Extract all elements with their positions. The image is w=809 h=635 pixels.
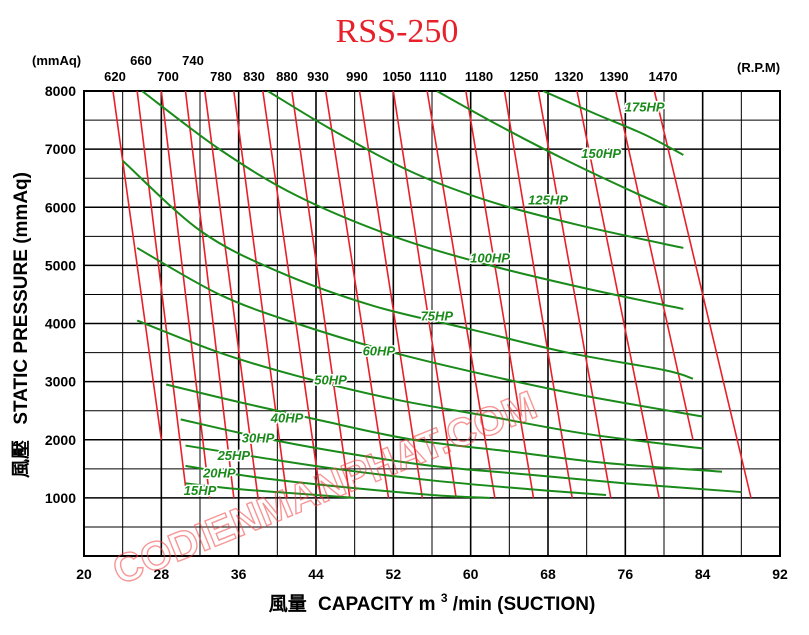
top-unit-left: (mmAq): [32, 53, 81, 68]
hp-label-150HP: 150HP: [581, 146, 621, 161]
hp-curve-150HP: [436, 91, 670, 209]
horsepower-labels: 175HP 150HP 125HP 100HP 75HP 60HP 50HP 40HP 30HP…: [182, 98, 666, 500]
x-tick-label: 28: [154, 566, 170, 582]
x-axis-label-cjk: 風量: [269, 593, 307, 615]
x-tick-label: 84: [695, 566, 711, 582]
x-tick-label: 20: [76, 566, 92, 582]
rpm-top-label: 830: [243, 69, 265, 84]
y-axis-label-cjk: 風壓: [10, 440, 32, 478]
hp-curve-50HP: [136, 319, 703, 450]
rpm-top-label: 620: [104, 69, 126, 84]
rpm-line-unlabeled: [614, 91, 694, 440]
svg-text:風量 CAPACITY m 3: 風量 CAPACITY m 3 /min (SUCTION): [269, 586, 596, 615]
rpm-line-700: [160, 91, 211, 498]
rpm-line-620: [112, 91, 163, 440]
rpm-top-label: 1390: [600, 69, 629, 84]
rpm-top-label: 780: [210, 69, 232, 84]
chart-title: RSS-250: [336, 13, 459, 50]
rpm-line-990: [324, 91, 390, 498]
x-tick-label: 44: [308, 566, 324, 582]
hp-curve-60HP: [136, 247, 703, 418]
x-axis-label: 風量 CAPACITY m 3 /min (SUCTION): [269, 586, 596, 615]
rpm-top-labels: 660 740 620 700 780 830 880 930 990 1050 1110 1180 1…: [104, 53, 677, 84]
x-tick-label: 36: [231, 566, 247, 582]
y-tick-label: 4000: [45, 316, 76, 332]
rpm-line-1250: [465, 91, 535, 499]
plot-border: [83, 90, 781, 557]
watermark: CODIENMANPHAT.COM: [107, 383, 543, 593]
hp-label-60HP: 60HP: [363, 343, 396, 358]
hp-label-175HP: 175HP: [625, 99, 665, 114]
hp-curve-30HP: [180, 418, 742, 494]
rpm-top-label: 880: [276, 69, 298, 84]
x-tick-label: 68: [540, 566, 556, 582]
hp-curve-175HP: [542, 91, 684, 156]
rpm-top-label: 1110: [419, 69, 447, 84]
rpm-top-label: 1180: [465, 69, 493, 84]
hp-label-75HP: 75HP: [421, 309, 454, 324]
plot-grid: [83, 90, 781, 557]
top-unit-right: (R.P.M): [737, 60, 780, 75]
y-tick-label: 8000: [45, 83, 76, 99]
x-tick-label: 52: [386, 566, 402, 582]
rpm-line-660: [136, 91, 187, 487]
hp-curve-75HP: [121, 160, 694, 380]
rpm-top-label: 990: [346, 69, 368, 84]
hp-label-100HP: 100HP: [470, 250, 510, 265]
y-tick-label: 3000: [45, 374, 76, 390]
y-tick-label: 7000: [45, 141, 76, 157]
rpm-line-880: [262, 91, 322, 498]
hp-curve-20HP: [185, 464, 491, 499]
rpm-line-1110: [392, 91, 457, 498]
rpm-top-label: 1250: [510, 69, 539, 84]
rpm-line-unlabeled: [653, 91, 752, 499]
hp-curve-25HP: [185, 444, 607, 496]
x-tick-label: 76: [618, 566, 634, 582]
rpm-top-label: 740: [182, 53, 204, 68]
rpm-line-830: [233, 91, 288, 498]
x-tick-labels: 20 28 36 44 52 60 68 76 84 92: [76, 566, 788, 582]
hp-label-25HP: 25HP: [217, 448, 251, 463]
rpm-top-label: 700: [157, 69, 179, 84]
hp-label-125HP: 125HP: [528, 192, 568, 207]
hp-label-20HP: 20HP: [202, 466, 236, 481]
y-axis-label-main: STATIC PRESSURE (mmAq): [11, 172, 32, 425]
rpm-line-1180: [426, 91, 496, 499]
hp-label-50HP: 50HP: [314, 373, 347, 388]
hp-curve-125HP: [267, 91, 684, 249]
x-axis-label-tail: /min (SUCTION): [453, 594, 596, 615]
hp-curve-15HP: [185, 482, 355, 499]
y-tick-label: 1000: [45, 490, 76, 506]
y-tick-labels: 1000 2000 3000 4000 5000 6000 7000 8000: [45, 83, 76, 506]
hp-label-40HP: 40HP: [270, 410, 304, 425]
hp-label-30HP: 30HP: [242, 431, 275, 446]
rpm-line-930: [291, 91, 351, 498]
x-tick-label: 92: [772, 566, 788, 582]
rpm-top-label: 930: [307, 69, 329, 84]
hp-curve-100HP: [141, 91, 684, 310]
y-axis-label: 風壓 STATIC PRESSURE (mmAq): [10, 172, 32, 478]
x-tick-label: 60: [463, 566, 479, 582]
rpm-top-label: 1320: [555, 69, 584, 84]
rpm-line-780: [204, 91, 259, 498]
horsepower-curves: [121, 91, 742, 499]
y-tick-label: 2000: [45, 432, 76, 448]
rpm-top-label: 660: [130, 53, 152, 68]
rpm-top-label: 1470: [649, 69, 678, 84]
x-axis-label-main: CAPACITY m: [318, 594, 436, 615]
rpm-line-1050: [358, 91, 424, 498]
hp-curve-40HP: [165, 383, 723, 473]
y-tick-label: 6000: [45, 199, 76, 215]
rpm-top-label: 1050: [383, 69, 412, 84]
x-axis-label-sup: 3: [441, 591, 448, 605]
rpm-line-1390: [537, 91, 612, 499]
svg-text:風壓 STATIC PRESSURE (mm: 風壓 STATIC PRESSURE (mmAq): [10, 172, 32, 478]
y-tick-label: 5000: [45, 257, 76, 273]
hp-label-15HP: 15HP: [184, 483, 217, 498]
